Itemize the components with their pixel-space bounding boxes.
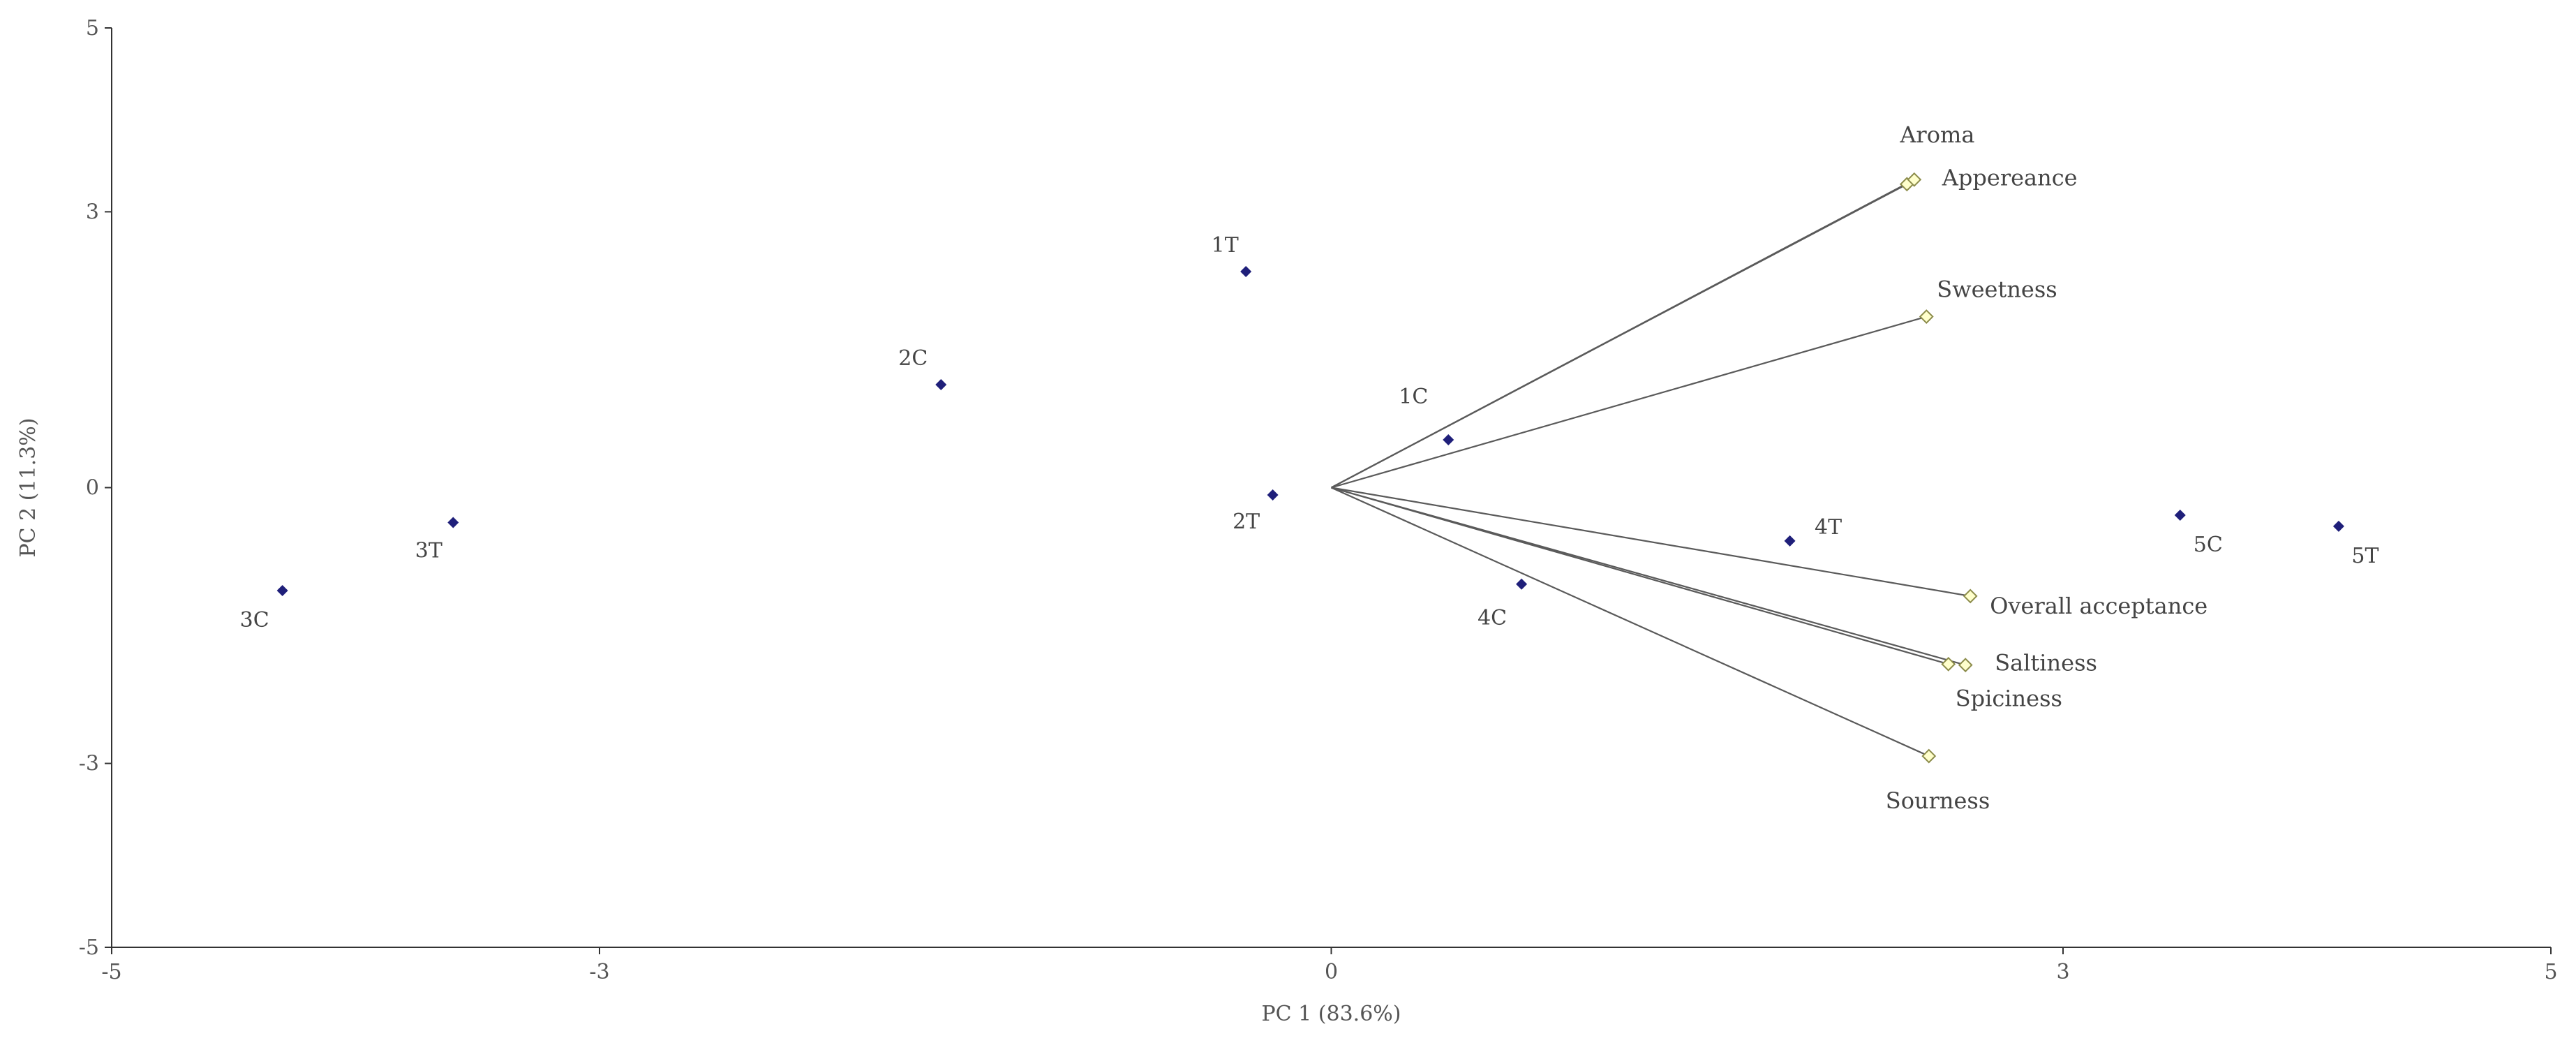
variable-label: Spiciness — [1956, 685, 2062, 711]
observation-marker — [2332, 520, 2344, 532]
loading-vector — [1331, 316, 1927, 489]
y-axis-title: PC 2 (11.3%) — [16, 417, 40, 557]
variable-marker — [1907, 172, 1922, 187]
observation-label: 1C — [1399, 385, 1428, 409]
y-tick-label: -5 — [79, 935, 99, 960]
observation-label: 5T — [2351, 544, 2378, 568]
observation-label: 1T — [1212, 233, 1239, 258]
observation-label: 3T — [415, 539, 442, 563]
observation-label: 4C — [1477, 606, 1507, 630]
observation-marker — [1267, 489, 1279, 501]
observation-marker — [276, 585, 288, 597]
x-tick-label: -5 — [101, 960, 121, 984]
variable-label: Sourness — [1886, 787, 1990, 814]
y-tick-label: 3 — [86, 200, 99, 224]
observation-label: 2C — [898, 346, 928, 371]
x-tick-label: -3 — [589, 960, 609, 984]
loading-vector — [1331, 487, 1930, 757]
variable-label: Appereance — [1942, 164, 2078, 191]
variable-marker — [1941, 656, 1956, 672]
point-labels: 1T 1C 2C 2T 3T 3C 4C 4T 5C 5T Aroma Appereance Sweet… — [240, 121, 2379, 814]
x-tick-label: 3 — [2056, 960, 2069, 984]
loading-vector — [1330, 179, 1915, 489]
observation-label: 2T — [1233, 510, 1260, 534]
observation-marker — [1784, 535, 1796, 547]
observation-marker — [935, 378, 947, 390]
observation-marker — [1516, 578, 1528, 590]
variable-marker — [1958, 658, 1973, 673]
observation-marker — [2174, 510, 2186, 521]
variable-marker — [1921, 748, 1937, 764]
x-axis-title: PC 1 (83.6%) — [1261, 1002, 1401, 1026]
y-tick-label: 0 — [86, 476, 99, 501]
observation-marker — [447, 517, 459, 528]
variable-label: Overall acceptance — [1990, 593, 2208, 619]
loading-vector — [1331, 487, 1971, 597]
variable-label: Sweetness — [1937, 276, 2057, 303]
score-points — [276, 172, 2344, 764]
observation-label: 5C — [2194, 533, 2223, 557]
observation-label: 3C — [240, 608, 269, 632]
loading-vector — [1331, 487, 1949, 665]
y-tick-label: 5 — [86, 16, 99, 40]
observation-marker — [1240, 266, 1252, 278]
observation-label: 4T — [1815, 515, 1842, 540]
x-tick-label: 0 — [1325, 960, 1338, 984]
variable-label: Saltiness — [1995, 650, 2097, 676]
loading-vectors — [1330, 179, 1971, 757]
variable-marker — [1919, 309, 1934, 324]
y-tick-label: -3 — [79, 752, 99, 776]
variable-marker — [1963, 588, 1978, 604]
observation-marker — [1443, 434, 1454, 446]
variable-label: Aroma — [1899, 121, 1974, 148]
axes: -5 -3 0 3 5 -5 -3 0 3 5 — [79, 16, 2558, 984]
x-tick-label: 5 — [2544, 960, 2557, 984]
